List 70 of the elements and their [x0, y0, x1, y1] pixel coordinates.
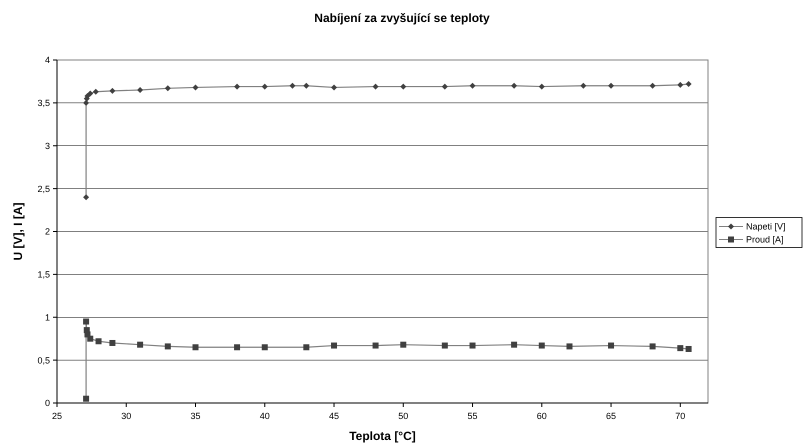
x-axis-title: Teplota [°C]	[349, 429, 416, 443]
point	[262, 84, 268, 90]
point	[686, 346, 692, 352]
point	[566, 343, 572, 350]
point	[137, 87, 144, 94]
point	[331, 84, 338, 90]
point	[608, 82, 614, 89]
point	[262, 344, 268, 350]
point	[511, 82, 518, 89]
x-tick-label: 70	[675, 411, 686, 421]
point	[83, 318, 90, 325]
y-tick-label: 1	[44, 312, 50, 322]
x-tick-label: 25	[52, 411, 62, 421]
point	[400, 342, 406, 348]
point	[470, 82, 476, 89]
point	[303, 82, 310, 89]
point	[650, 82, 656, 89]
point	[442, 342, 448, 349]
point	[303, 344, 310, 350]
point	[109, 88, 116, 94]
x-tick-label: 60	[536, 411, 547, 421]
point	[442, 84, 448, 90]
point	[234, 344, 240, 350]
point	[608, 342, 614, 349]
y-tick-label: 1,5	[37, 270, 50, 280]
point	[92, 88, 99, 95]
point	[650, 343, 656, 350]
point	[87, 90, 94, 96]
y-tick-label: 4	[44, 55, 50, 66]
y-axis-title: U [V], I [A]	[11, 202, 25, 260]
point	[677, 82, 684, 88]
point	[372, 84, 379, 90]
point	[686, 81, 692, 88]
point	[677, 345, 684, 352]
x-tick-label: 50	[398, 411, 408, 421]
point	[192, 344, 199, 350]
legend-label: Napeti [V]	[746, 222, 786, 232]
x-tick-label: 30	[121, 411, 132, 421]
point	[87, 336, 94, 342]
point	[289, 82, 296, 89]
y-tick-label: 3	[44, 140, 50, 151]
x-tick-label: 65	[606, 411, 616, 421]
x-tick-label: 35	[190, 411, 201, 421]
point	[234, 84, 240, 90]
x-tick-label: 55	[468, 411, 478, 421]
point	[192, 84, 199, 90]
point	[511, 342, 518, 348]
point	[137, 342, 144, 348]
point	[470, 342, 476, 349]
point	[580, 82, 586, 89]
y-tick-label: 2,5	[37, 184, 50, 194]
point	[83, 194, 90, 200]
point	[331, 342, 338, 349]
chart-title: Nabíjení za zvyšující se teploty	[314, 11, 490, 25]
point	[538, 342, 545, 349]
point	[83, 396, 90, 402]
y-tick-label: 3,5	[37, 98, 50, 108]
point	[164, 343, 171, 350]
point	[372, 342, 379, 349]
x-tick-label: 40	[260, 411, 270, 421]
x-tick-label: 45	[329, 411, 340, 421]
point	[109, 340, 116, 346]
y-tick-label: 2	[44, 226, 50, 237]
legend-label: Proud [A]	[746, 234, 784, 245]
point	[164, 85, 171, 92]
y-tick-label: 0,5	[37, 355, 50, 366]
point	[400, 84, 406, 90]
y-tick-label: 0	[44, 398, 50, 408]
point	[96, 338, 102, 344]
point	[538, 84, 545, 90]
